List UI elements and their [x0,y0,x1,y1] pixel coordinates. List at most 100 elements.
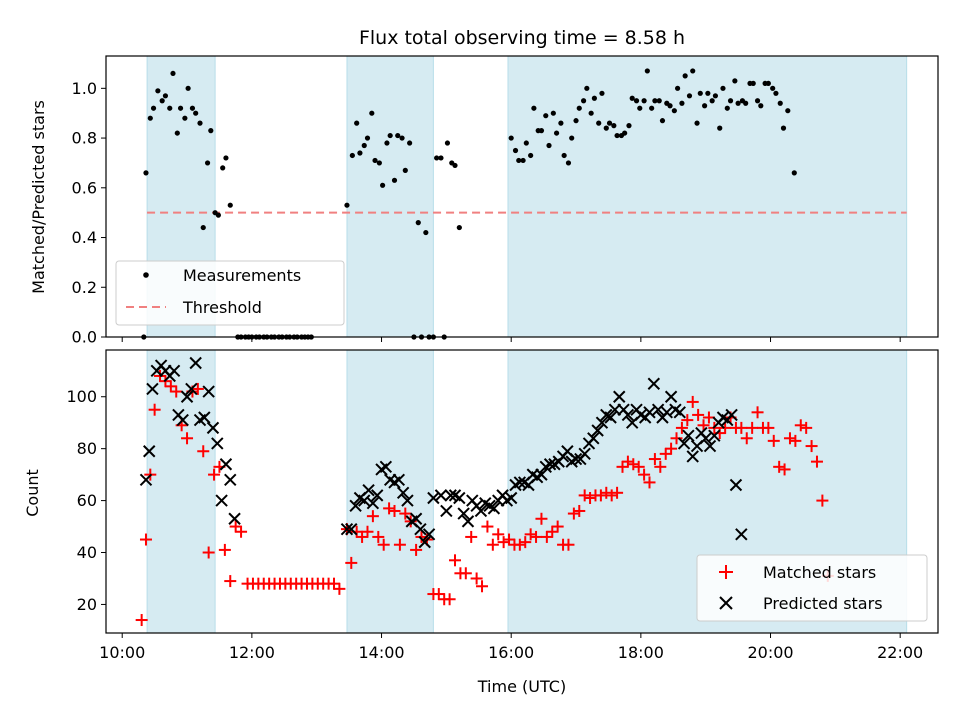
measurement-point [528,152,534,159]
measurement-point [538,128,545,134]
measurement-point [387,132,393,139]
matched-star-point [540,530,553,543]
measurement-point [415,220,421,226]
matched-star-point [632,460,645,473]
predicted-star-point [143,445,156,458]
y-tick-label: 40 [77,543,97,562]
measurement-point [402,167,408,173]
measurement-point [584,85,590,91]
predicted-star-point [176,413,189,427]
legend-measurements-marker [143,272,149,278]
measurement-point [652,98,658,104]
measurement-point [724,105,730,111]
measurement-point [372,157,378,164]
matched-star-point [816,494,829,507]
predicted-star-point [729,478,743,492]
y-tick-label: 0.6 [72,178,97,197]
matched-star-point [235,525,248,538]
measurement-point [588,110,594,116]
measurement-point [709,98,715,104]
top-y-axis-label: Matched/Predicted stars [29,100,48,294]
predicted-star-point [409,512,423,525]
matched-star-point [524,528,537,541]
measurement-point [523,140,529,146]
predicted-star-point [664,390,678,403]
matched-star-point [751,406,764,419]
matched-star-point [735,421,748,434]
measurement-point [637,105,643,111]
measurement-point [543,113,549,119]
predicted-star-point [414,522,427,536]
predicted-star-point [362,483,375,497]
matched-star-point [611,486,624,499]
measurement-point [223,155,229,161]
bottom-y-axis-label: Count [23,469,42,517]
x-tick-label: 20:00 [747,643,793,662]
predicted-star-point [543,458,557,471]
measurement-point [773,90,779,96]
matched-star-point [719,421,732,434]
matched-star-point [383,502,396,515]
measurement-point [369,110,375,116]
matched-star-point [139,533,152,546]
measurement-point [671,108,677,114]
predicted-star-point [349,499,362,512]
matched-star-point [600,486,613,499]
measurement-point [197,120,203,126]
matched-star-point [333,582,346,595]
measurement-point [452,162,458,169]
predicted-star-point [686,450,699,463]
matched-star-point [578,489,591,502]
predicted-star-point [595,416,609,429]
predicted-star-point [578,447,591,461]
predicted-star-point [371,489,384,502]
predicted-star-point [189,356,202,370]
predicted-star-point [535,468,548,481]
predicted-star-point [591,424,604,437]
measurement-point [754,98,761,104]
matched-star-point [567,507,580,520]
predicted-star-point [461,515,475,528]
predicted-star-point [358,494,371,507]
measurement-point [508,135,514,141]
predicted-star-point [440,504,453,518]
matched-star-point [530,530,543,543]
observing-window-3 [507,55,908,338]
measurement-point [732,78,738,84]
measurement-point [349,152,355,159]
matched-star-point [470,572,483,585]
measurement-point [743,100,749,106]
measurement-point [376,160,382,166]
matched-star-point [361,525,374,538]
y-tick-label: 60 [77,491,97,510]
measurement-point [649,105,655,111]
chart-title: Flux total observing time = 8.58 h [359,27,685,49]
measurement-point [200,224,206,231]
predicted-star-point [396,486,410,500]
matched-star-point [805,440,818,453]
measurement-point [674,85,681,91]
matched-star-point [449,554,462,567]
x-tick-label: 12:00 [229,643,275,662]
measurement-point [750,80,756,86]
predicted-star-point [703,439,717,453]
matched-star-point [197,445,210,458]
matched-star-point [486,538,499,551]
measurement-point [357,150,363,156]
measurement-point [189,105,196,111]
measurement-point [170,70,176,77]
predicted-star-point [434,489,448,502]
matched-star-point [800,421,813,434]
matched-star-point [535,512,548,525]
predicted-star-point [673,406,686,419]
matched-star-point [410,543,423,556]
matched-star-point [546,525,559,538]
measurement-point [546,142,552,149]
measurement-point [717,125,723,131]
measurement-point [569,135,575,141]
measurement-point [456,224,462,231]
measurement-point [384,140,390,146]
y-tick-label: 0.8 [72,129,97,148]
measurement-point [727,98,734,104]
